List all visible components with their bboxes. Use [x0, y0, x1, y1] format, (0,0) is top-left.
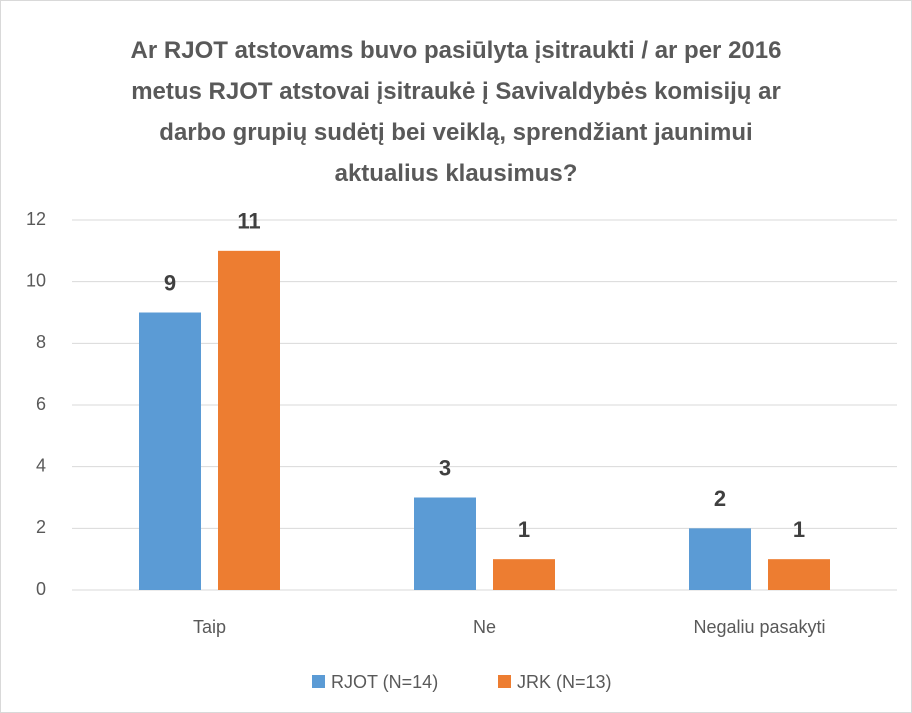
y-tick-label: 12: [26, 209, 46, 229]
bar: [414, 497, 476, 590]
bar: [139, 312, 201, 590]
x-tick-label: Negaliu pasakyti: [693, 617, 825, 637]
bar: [218, 250, 280, 591]
y-tick-label: 8: [36, 332, 46, 352]
value-label: 2: [714, 486, 726, 511]
legend-label: RJOT (N=14): [331, 672, 438, 692]
bar: [689, 528, 751, 590]
x-tick-label: Taip: [193, 617, 226, 637]
value-label: 9: [164, 270, 176, 295]
value-label: 1: [793, 517, 805, 542]
value-label: 1: [518, 517, 530, 542]
legend-swatch: [498, 675, 511, 688]
y-tick-label: 0: [36, 579, 46, 599]
x-tick-label: Ne: [473, 617, 496, 637]
chart-title: Ar RJOT atstovams buvo pasiūlyta įsitrau…: [130, 37, 782, 187]
bar: [768, 559, 830, 590]
legend-swatch: [312, 675, 325, 688]
y-tick-label: 10: [26, 270, 46, 290]
value-label: 3: [439, 455, 451, 480]
value-label: 11: [237, 209, 260, 234]
y-tick-label: 2: [36, 517, 46, 537]
y-tick-label: 4: [36, 455, 46, 475]
legend-label: JRK (N=13): [517, 672, 612, 692]
bar: [493, 559, 555, 590]
y-tick-label: 6: [36, 394, 46, 414]
